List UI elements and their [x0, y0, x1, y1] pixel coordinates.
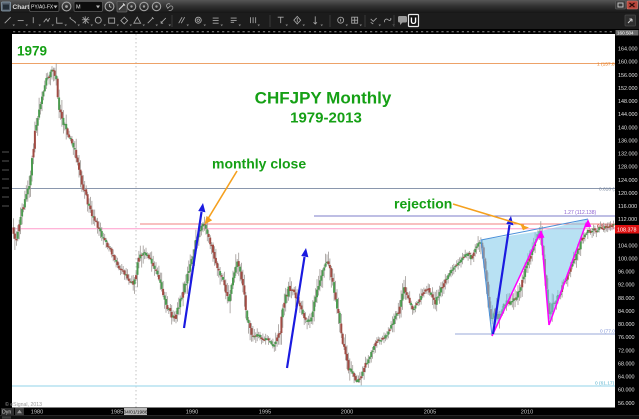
- svg-text:136.000: 136.000: [618, 138, 638, 144]
- svg-text:04/01/1986: 04/01/1986: [123, 410, 147, 416]
- svg-text:PY/A0-FX: PY/A0-FX: [31, 5, 54, 11]
- svg-text:96.000: 96.000: [618, 270, 635, 276]
- svg-text:100.000: 100.000: [618, 257, 638, 263]
- svg-text:1980: 1980: [31, 410, 43, 416]
- svg-text:Chart: Chart: [13, 4, 31, 11]
- svg-text:64.000: 64.000: [618, 375, 635, 381]
- svg-text:112.000: 112.000: [618, 217, 637, 223]
- svg-text:1985: 1985: [111, 410, 123, 416]
- svg-text:0 (77.01): 0 (77.01): [600, 329, 620, 335]
- svg-text:1979-2013: 1979-2013: [290, 110, 362, 127]
- svg-text:2010: 2010: [521, 410, 533, 416]
- svg-text:U: U: [410, 16, 417, 26]
- svg-text:2000: 2000: [341, 410, 353, 416]
- svg-text:80.000: 80.000: [618, 322, 635, 328]
- svg-text:Dyn: Dyn: [2, 410, 11, 416]
- svg-text:monthly close: monthly close: [212, 156, 306, 172]
- svg-text:156.000: 156.000: [618, 73, 638, 79]
- svg-text:160.504: 160.504: [617, 31, 634, 36]
- svg-text:1 (157.87): 1 (157.87): [597, 62, 619, 68]
- svg-text:rejection: rejection: [394, 196, 452, 212]
- svg-text:84.000: 84.000: [618, 309, 635, 315]
- svg-text:164.000: 164.000: [618, 47, 638, 53]
- svg-text:1990: 1990: [186, 410, 198, 416]
- svg-text:92.000: 92.000: [618, 283, 635, 289]
- svg-text:1979: 1979: [17, 44, 47, 59]
- svg-text:160.000: 160.000: [618, 60, 638, 66]
- svg-text:68.000: 68.000: [618, 361, 635, 367]
- svg-text:116.000: 116.000: [618, 204, 637, 210]
- svg-text:M: M: [76, 5, 81, 11]
- svg-text:140.000: 140.000: [618, 125, 638, 131]
- svg-text:CHFJPY Monthly: CHFJPY Monthly: [255, 89, 392, 108]
- svg-text:108.378: 108.378: [617, 228, 637, 234]
- svg-text:120.000: 120.000: [618, 191, 638, 197]
- svg-text:72.000: 72.000: [618, 348, 635, 354]
- svg-text:0.9 (108.3): 0.9 (108.3): [597, 224, 620, 229]
- svg-text:88.000: 88.000: [618, 296, 635, 302]
- svg-text:76.000: 76.000: [618, 335, 635, 341]
- svg-text:0 (61.17): 0 (61.17): [595, 381, 615, 387]
- svg-text:60.000: 60.000: [618, 388, 635, 394]
- svg-text:© eSignal, 2013: © eSignal, 2013: [5, 401, 42, 408]
- svg-text:128.000: 128.000: [618, 165, 638, 171]
- svg-text:152.000: 152.000: [618, 86, 638, 92]
- svg-text:144.000: 144.000: [618, 112, 638, 118]
- svg-text:56.000: 56.000: [618, 401, 635, 407]
- svg-text:104.000: 104.000: [618, 243, 638, 249]
- svg-text:0.618 (120.6: 0.618 (120.6: [599, 187, 626, 193]
- svg-text:124.000: 124.000: [618, 178, 638, 184]
- svg-text:148.000: 148.000: [618, 99, 638, 105]
- svg-text:132.000: 132.000: [618, 152, 638, 158]
- svg-text:1995: 1995: [259, 410, 271, 416]
- svg-text:1.27 (112.138): 1.27 (112.138): [564, 210, 596, 216]
- svg-text:2005: 2005: [424, 410, 436, 416]
